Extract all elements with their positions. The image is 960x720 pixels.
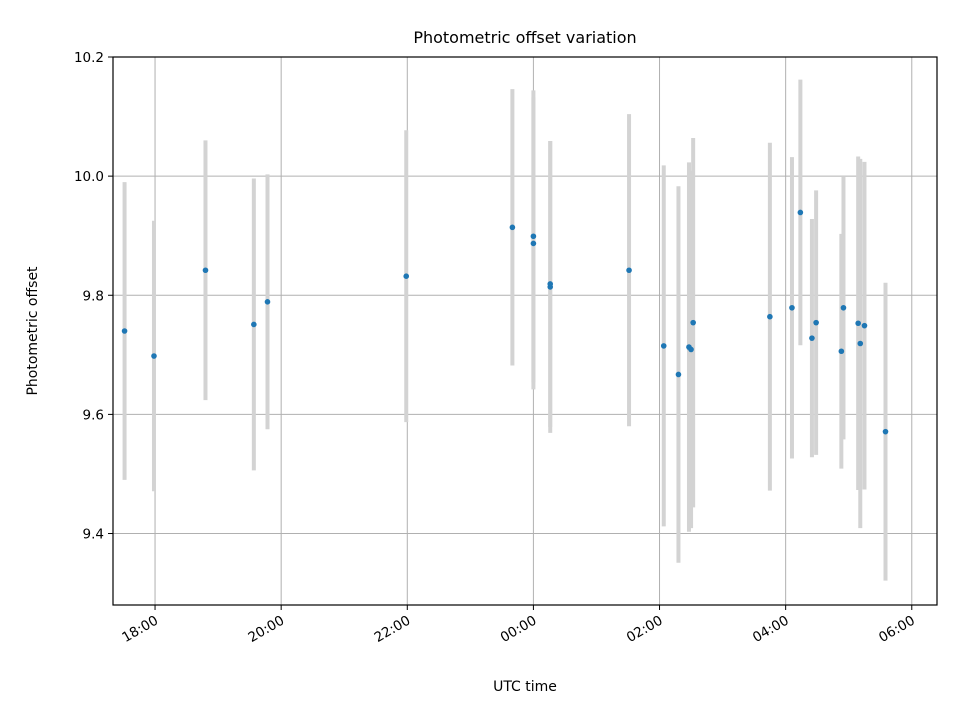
data-point — [813, 319, 819, 326]
plot-frame — [112, 56, 938, 606]
data-point — [509, 224, 516, 231]
data-point — [855, 320, 861, 327]
y-axis-label: Photometric offset — [25, 266, 41, 396]
data-point — [857, 340, 864, 347]
y-tick-label: 10.2 — [74, 50, 104, 66]
y-tick-label: 9.6 — [83, 407, 104, 423]
data-points — [121, 209, 889, 435]
data-point — [882, 428, 889, 435]
data-point — [767, 313, 773, 320]
data-point — [675, 371, 682, 378]
data-point — [264, 299, 271, 305]
y-tick-label: 9.8 — [83, 288, 104, 304]
data-point — [660, 343, 667, 349]
data-point — [838, 348, 845, 355]
data-point — [547, 281, 554, 287]
y-tick-label: 9.4 — [83, 527, 104, 543]
chart-title: Photometric offset variation — [413, 28, 636, 47]
data-point — [403, 273, 410, 280]
data-point — [626, 267, 632, 274]
data-point — [690, 319, 696, 326]
data-point — [861, 322, 868, 329]
y-axis-ticks: 9.4 9.6 9.8 10.0 10.2 — [74, 50, 113, 543]
data-point — [530, 233, 537, 240]
data-point — [251, 321, 257, 328]
data-point — [789, 304, 795, 311]
x-axis-label: UTC time — [493, 679, 557, 695]
data-point — [840, 304, 847, 311]
data-point — [809, 335, 815, 341]
y-tick-label: 10.0 — [74, 169, 104, 185]
data-point — [797, 209, 804, 216]
data-point — [688, 346, 694, 353]
data-point — [151, 353, 157, 359]
data-point — [530, 240, 537, 247]
data-point — [121, 328, 128, 334]
data-point — [202, 267, 209, 274]
